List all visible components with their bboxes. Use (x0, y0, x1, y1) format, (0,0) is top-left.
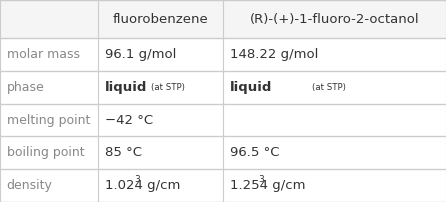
Text: fluorobenzene: fluorobenzene (113, 13, 208, 25)
Text: boiling point: boiling point (7, 146, 84, 159)
Text: 96.5 °C: 96.5 °C (230, 146, 279, 159)
Text: 148.22 g/mol: 148.22 g/mol (230, 48, 318, 61)
Text: 3: 3 (259, 176, 264, 184)
Text: density: density (7, 179, 53, 192)
Text: liquid: liquid (105, 81, 147, 94)
Text: liquid: liquid (230, 81, 272, 94)
Text: 1.254 g/cm: 1.254 g/cm (230, 179, 305, 192)
Text: molar mass: molar mass (7, 48, 80, 61)
Text: 1.024 g/cm: 1.024 g/cm (105, 179, 180, 192)
Text: (at STP): (at STP) (312, 83, 346, 92)
Text: (R)-(+)-1-fluoro-2-octanol: (R)-(+)-1-fluoro-2-octanol (250, 13, 419, 25)
Text: phase: phase (7, 81, 45, 94)
Text: 85 °C: 85 °C (105, 146, 142, 159)
Text: (at STP): (at STP) (151, 83, 185, 92)
Text: −42 °C: −42 °C (105, 114, 153, 126)
Text: 96.1 g/mol: 96.1 g/mol (105, 48, 176, 61)
Bar (0, 0, 446, 38)
Text: melting point: melting point (7, 114, 90, 126)
Text: 3: 3 (134, 176, 140, 184)
